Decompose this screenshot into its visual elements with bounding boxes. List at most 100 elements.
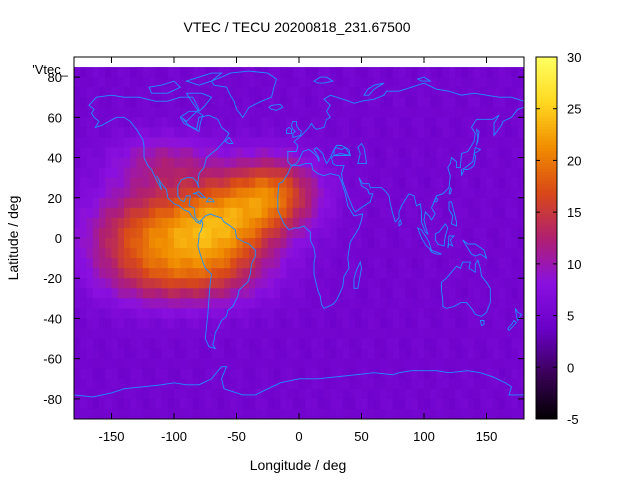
heatmap-cell — [467, 87, 475, 98]
heatmap-cell — [517, 77, 524, 88]
heatmap-cell — [286, 67, 294, 78]
heatmap-cell — [217, 147, 225, 159]
heatmap-cell — [380, 278, 388, 289]
heatmap-cell — [311, 177, 319, 189]
heatmap-cell — [492, 227, 500, 239]
heatmap-cell — [111, 147, 119, 159]
heatmap-cell — [299, 97, 306, 108]
heatmap-cell — [261, 147, 269, 159]
heatmap-cell — [267, 217, 275, 229]
heatmap-cell — [149, 227, 156, 239]
heatmap-cell — [236, 318, 244, 330]
heatmap-cell — [455, 238, 463, 249]
heatmap-cell — [86, 147, 94, 159]
heatmap-cell — [236, 157, 244, 169]
heatmap-cell — [317, 217, 325, 229]
heatmap-cell — [230, 117, 238, 128]
heatmap-cell — [374, 288, 381, 299]
heatmap-cell — [505, 167, 513, 179]
heatmap-cell — [292, 298, 300, 309]
heatmap-cell — [374, 77, 381, 88]
heatmap-cell — [117, 167, 125, 179]
heatmap-cell — [467, 137, 475, 149]
heatmap-cell — [267, 97, 275, 108]
heatmap-cell — [299, 328, 306, 340]
heatmap-cell — [461, 107, 469, 118]
heatmap-cell — [267, 278, 275, 289]
heatmap-cell — [436, 67, 444, 78]
heatmap-cell — [92, 368, 100, 380]
colorbar-segment — [536, 153, 557, 158]
colorbar-segment — [536, 72, 557, 76]
heatmap-cell — [342, 278, 350, 289]
heatmap-cell — [230, 408, 238, 419]
heatmap-cell — [405, 388, 413, 400]
heatmap-cell — [517, 398, 524, 410]
heatmap-cell — [305, 177, 313, 189]
heatmap-cell — [299, 358, 306, 370]
heatmap-cell — [267, 358, 275, 370]
heatmap-cell — [230, 97, 238, 108]
heatmap-cell — [342, 388, 350, 400]
heatmap-cell — [230, 378, 238, 390]
heatmap-cell — [317, 338, 325, 350]
heatmap-cell — [505, 288, 513, 299]
heatmap-cell — [386, 187, 394, 199]
heatmap-cell — [180, 187, 188, 199]
heatmap-cell — [267, 378, 275, 390]
heatmap-cell — [74, 227, 81, 239]
coastline-greenland — [210, 70, 278, 119]
heatmap-cell — [511, 227, 519, 239]
heatmap-cell — [367, 177, 375, 189]
heatmap-cell — [517, 258, 524, 269]
heatmap-cell — [186, 137, 194, 149]
colorbar-segment — [536, 195, 557, 200]
heatmap-cell — [442, 157, 450, 169]
heatmap-cell — [355, 67, 363, 78]
heatmap-cell — [155, 77, 163, 88]
heatmap-cell — [211, 207, 219, 219]
heatmap-cell — [149, 187, 156, 199]
heatmap-cell — [517, 368, 524, 380]
heatmap-cell — [380, 197, 388, 209]
heatmap-cell — [261, 328, 269, 340]
heatmap-cell — [392, 127, 400, 139]
heatmap-cell — [161, 227, 169, 239]
heatmap-cell — [386, 177, 394, 189]
heatmap-cell — [442, 87, 450, 98]
heatmap-cell — [355, 117, 363, 128]
heatmap-cell — [442, 248, 450, 259]
heatmap-cell — [92, 117, 100, 128]
heatmap-cell — [461, 77, 469, 88]
heatmap-cell — [399, 318, 406, 330]
heatmap-cell — [86, 117, 94, 128]
heatmap-cell — [492, 217, 500, 229]
heatmap-cell — [155, 67, 163, 78]
heatmap-cell — [367, 97, 375, 108]
heatmap-cell — [392, 268, 400, 279]
heatmap-cell — [417, 318, 425, 330]
heatmap-cell — [86, 67, 94, 78]
heatmap-cell — [324, 67, 331, 78]
heatmap-cell — [142, 318, 150, 330]
heatmap-cell — [174, 298, 181, 309]
colorbar-segment — [536, 364, 557, 369]
heatmap-cell — [186, 157, 194, 169]
heatmap-cell — [99, 77, 106, 88]
heatmap-cell — [261, 207, 269, 219]
heatmap-cell — [161, 187, 169, 199]
heatmap-cell — [455, 117, 463, 128]
heatmap-cell — [242, 187, 250, 199]
heatmap-cell — [330, 398, 338, 410]
colorbar-tick-label: 20 — [567, 153, 581, 168]
heatmap-cell — [405, 308, 413, 320]
heatmap-cell — [117, 308, 125, 320]
heatmap-cell — [86, 308, 94, 320]
heatmap-cell — [174, 207, 181, 219]
heatmap-cell — [386, 258, 394, 269]
heatmap-cell — [105, 358, 113, 370]
colorbar-segment — [536, 177, 557, 182]
heatmap-cell — [455, 328, 463, 340]
heatmap-cell — [505, 137, 513, 149]
heatmap-cell — [230, 197, 238, 209]
